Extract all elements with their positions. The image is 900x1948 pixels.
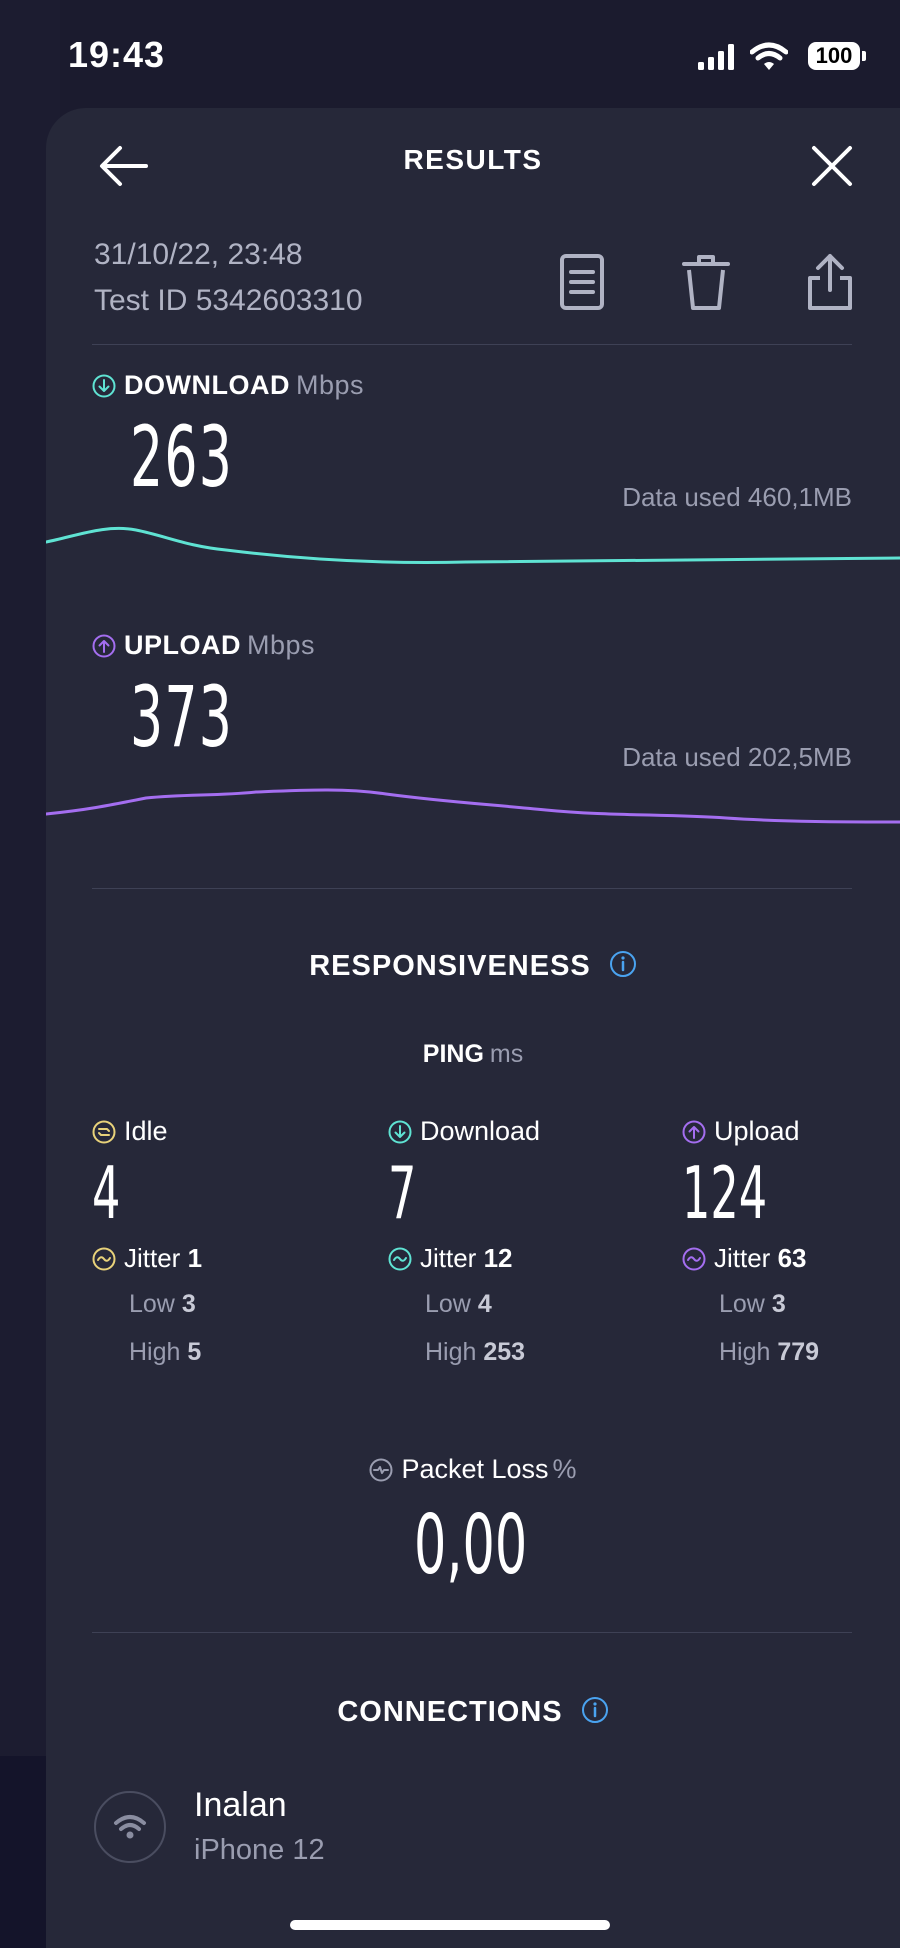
upload-arrow-icon — [92, 634, 116, 658]
battery-indicator: 100 — [808, 42, 866, 70]
upload-ping-label: Upload — [714, 1116, 800, 1146]
download-unit: Mbps — [295, 370, 365, 400]
page-title: RESULTS — [403, 144, 543, 175]
responsiveness-title: RESPONSIVENESS — [46, 950, 900, 983]
home-indicator[interactable] — [290, 1920, 610, 1930]
connection-wifi-icon — [94, 1791, 166, 1863]
packet-loss-label: Packet Loss — [401, 1454, 549, 1484]
download-jitter-value: 12 — [483, 1243, 513, 1273]
idle-icon — [92, 1120, 116, 1144]
upload-label: UPLOAD — [124, 630, 241, 660]
wifi-icon — [114, 1815, 146, 1839]
jitter-label: Jitter — [124, 1243, 181, 1273]
idle-low: Low 3 — [129, 1290, 196, 1318]
upload-low: Low 3 — [719, 1290, 786, 1318]
upload-jitter-value: 63 — [777, 1243, 807, 1273]
packet-loss-icon — [369, 1458, 393, 1482]
divider — [92, 344, 852, 345]
upload-value: 373 — [130, 668, 234, 766]
download-high: High 253 — [425, 1338, 526, 1366]
status-bar: 19:43 100 — [0, 0, 900, 110]
status-time: 19:43 — [68, 34, 166, 75]
connections-title: CONNECTIONS — [46, 1696, 900, 1729]
jitter-icon — [92, 1247, 116, 1271]
upload-graph — [46, 788, 900, 824]
responsiveness-label: RESPONSIVENESS — [309, 950, 591, 982]
download-arrow-icon — [92, 374, 116, 398]
download-header: DOWNLOAD Mbps — [92, 370, 364, 401]
upload-data-used: Data used 202,5MB — [622, 742, 852, 772]
trash-icon[interactable] — [678, 250, 734, 314]
download-graph — [46, 526, 900, 564]
packet-loss-unit: % — [552, 1454, 577, 1484]
jitter-icon — [682, 1247, 706, 1271]
upload-ping-value: 124 — [682, 1151, 768, 1235]
download-value: 263 — [130, 408, 234, 506]
download-low: Low 4 — [425, 1290, 492, 1318]
idle-jitter-value: 1 — [187, 1243, 203, 1273]
connection-device: iPhone 12 — [194, 1834, 325, 1866]
download-ping-label: Download — [420, 1116, 541, 1146]
ping-column-download: Download 7 Jitter 12 Low 4 High 253 — [388, 1116, 618, 1376]
wifi-icon — [750, 42, 788, 70]
results-list-icon[interactable] — [554, 250, 610, 314]
jitter-icon — [388, 1247, 412, 1271]
results-sheet: RESULTS 31/10/22, 23:48 Test ID 53426033… — [46, 108, 900, 1948]
connections-label: CONNECTIONS — [337, 1696, 563, 1728]
upload-header: UPLOAD Mbps — [92, 630, 315, 661]
ping-column-idle: Idle 4 Jitter 1 Low 3 High 5 — [92, 1116, 322, 1376]
divider — [92, 1632, 852, 1633]
upload-unit: Mbps — [247, 630, 316, 660]
divider — [92, 888, 852, 889]
back-arrow-icon[interactable] — [96, 138, 152, 194]
download-ping-value: 7 — [388, 1151, 417, 1235]
ping-label: PING — [422, 1040, 484, 1068]
info-icon[interactable] — [581, 1696, 609, 1724]
download-arrow-icon — [388, 1120, 412, 1144]
jitter-label: Jitter — [420, 1243, 477, 1273]
info-icon[interactable] — [609, 950, 637, 978]
test-id: Test ID 5342603310 — [94, 284, 363, 317]
packet-loss-header: Packet Loss% — [46, 1454, 900, 1485]
idle-label: Idle — [124, 1116, 168, 1146]
share-icon[interactable] — [802, 250, 858, 314]
idle-ping-value: 4 — [92, 1151, 121, 1235]
ping-header: PING ms — [46, 1040, 900, 1069]
upload-arrow-icon — [682, 1120, 706, 1144]
signal-icon — [698, 44, 734, 70]
download-data-used: Data used 460,1MB — [622, 482, 852, 512]
packet-loss-value: 0,00 — [414, 1498, 528, 1593]
jitter-label: Jitter — [714, 1243, 771, 1273]
connection-provider: Inalan — [194, 1786, 287, 1824]
close-icon[interactable] — [804, 138, 860, 194]
upload-high: High 779 — [719, 1338, 820, 1366]
download-label: DOWNLOAD — [124, 370, 290, 400]
ping-column-upload: Upload 124 Jitter 63 Low 3 High 779 — [682, 1116, 900, 1376]
ping-unit: ms — [489, 1040, 524, 1068]
test-date: 31/10/22, 23:48 — [94, 238, 303, 271]
idle-high: High 5 — [129, 1338, 202, 1366]
